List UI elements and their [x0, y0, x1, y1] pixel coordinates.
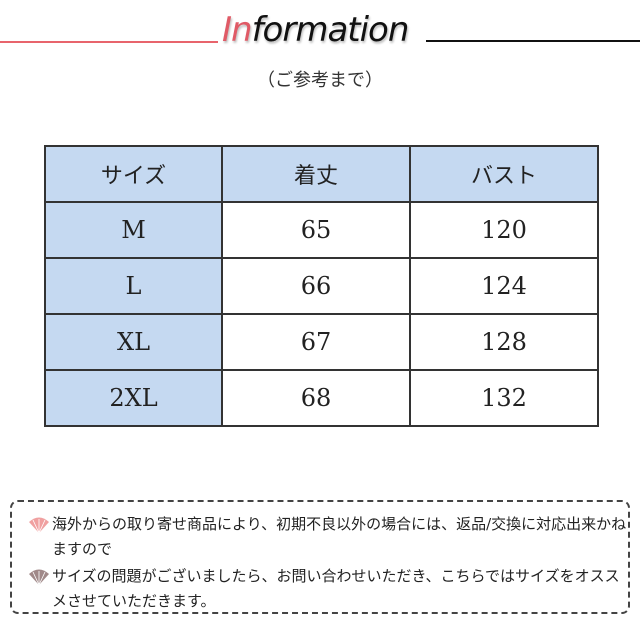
page-title: Information: [222, 10, 410, 50]
size-table: サイズ 着丈 バスト M 65 120 L 66 124 XL 67 128 2XL 68 13…: [44, 145, 599, 427]
decor-line-left: [0, 41, 218, 43]
notice-text: 海外からの取り寄せ商品により、初期不良以外の場合には、返品/交換に対応出来かねま…: [52, 515, 627, 558]
fan-icon: [29, 569, 49, 586]
table-header-row: サイズ 着丈 バスト: [44, 145, 599, 203]
notice-text: サイズの問題がございましたら、お問い合わせいただき、こちらではサイズをオススメさ…: [52, 567, 620, 610]
cell-size: XL: [44, 313, 223, 371]
cell-bust: 124: [409, 257, 599, 315]
table-row: 2XL 68 132: [44, 369, 599, 427]
cell-size: 2XL: [44, 369, 223, 427]
notice-box: 海外からの取り寄せ商品により、初期不良以外の場合には、返品/交換に対応出来かねま…: [10, 500, 630, 614]
cell-bust: 128: [409, 313, 599, 371]
title-accent: In: [222, 10, 253, 50]
notice-item: 海外からの取り寄せ商品により、初期不良以外の場合には、返品/交換に対応出来かねま…: [29, 512, 632, 562]
cell-size: M: [44, 201, 223, 259]
header-bust: バスト: [409, 145, 599, 203]
table-row: M 65 120: [44, 201, 599, 259]
fan-icon: [29, 517, 49, 534]
subtitle: （ご参考まで）: [257, 70, 383, 91]
cell-size: L: [44, 257, 223, 315]
notice-item: サイズの問題がございましたら、お問い合わせいただき、こちらではサイズをオススメさ…: [29, 564, 632, 614]
decor-line-right: [426, 40, 640, 42]
cell-length: 65: [221, 201, 411, 259]
cell-bust: 120: [409, 201, 599, 259]
cell-length: 66: [221, 257, 411, 315]
title-rest: formation: [251, 10, 410, 50]
cell-length: 67: [221, 313, 411, 371]
cell-length: 68: [221, 369, 411, 427]
header-length: 着丈: [221, 145, 411, 203]
table-row: L 66 124: [44, 257, 599, 315]
header-size: サイズ: [44, 145, 223, 203]
cell-bust: 132: [409, 369, 599, 427]
table-row: XL 67 128: [44, 313, 599, 371]
